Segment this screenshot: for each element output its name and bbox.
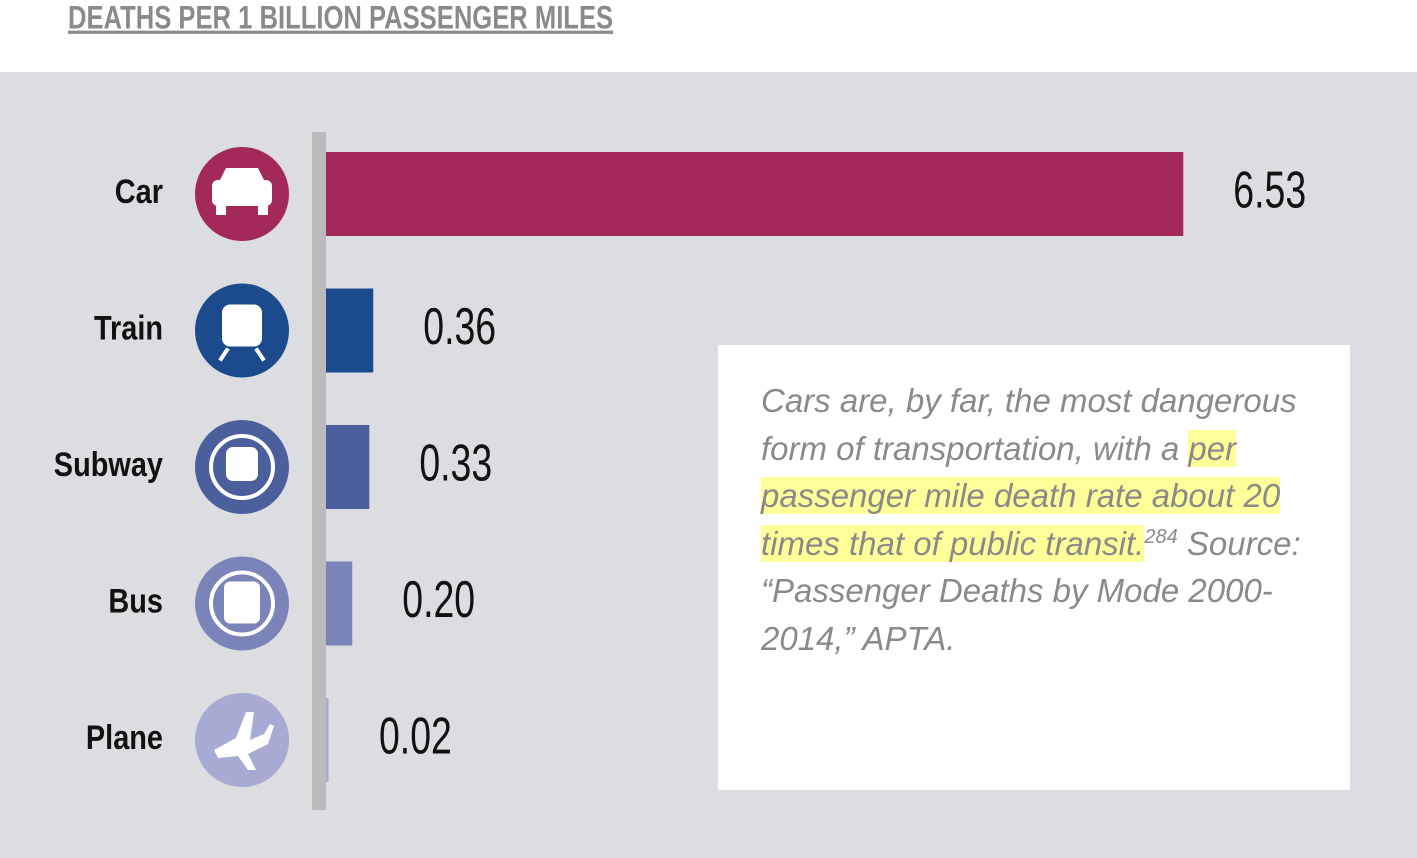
icon-shape [218,347,266,362]
icon-shape [214,712,274,770]
category-label: Bus [108,581,163,620]
footnote: 284 [1144,525,1178,548]
bar [326,698,329,782]
bar [326,152,1184,236]
icon-shape [212,180,272,206]
icon-shape [224,581,260,624]
category-label: Train [94,308,163,347]
icon-shape [209,570,275,637]
icon [195,283,289,378]
category-label: Plane [86,718,163,757]
icon-shape [258,206,268,215]
category-label: Subway [54,445,164,484]
icon-shape [222,304,262,347]
icon-shape [209,434,275,500]
category-label: Car [115,172,163,211]
annotation-text: Cars are, by far, the most dangerous for… [761,382,1297,467]
icon [195,147,289,241]
value-label: 6.53 [1233,161,1306,220]
icon-shape [216,206,226,215]
icon [195,693,289,787]
annotation-text: Source: “Passenger Deaths by Mode 2000-2… [761,524,1301,657]
icon [195,556,289,651]
chart-title: DEATHS PER 1 BILLION PASSENGER MILES [68,1,613,36]
value-label: 0.36 [423,297,496,356]
value-label: 0.02 [379,707,452,766]
bar [326,561,353,646]
value-label: 0.33 [419,434,492,493]
icon-shape [226,447,258,481]
bar [326,425,370,509]
bar [326,288,374,373]
value-label: 0.20 [402,570,475,629]
axis-line [312,132,326,810]
annotation: Cars are, by far, the most dangerous for… [718,345,1350,790]
icon [195,420,289,514]
icon-shape [220,168,264,180]
